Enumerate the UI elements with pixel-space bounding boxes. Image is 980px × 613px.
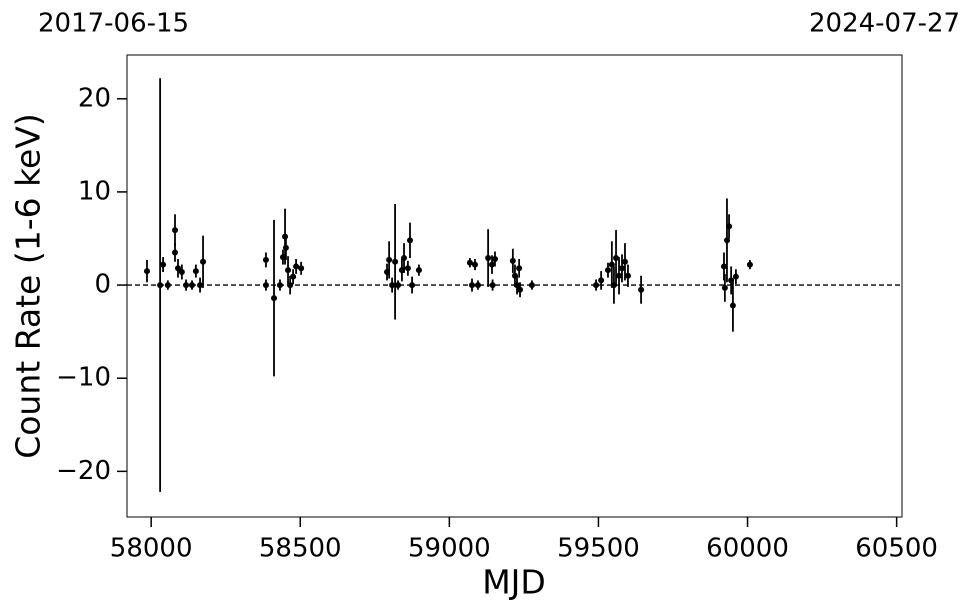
data-point <box>174 265 181 272</box>
y-tick-label: 0 <box>94 270 111 300</box>
data-point <box>485 255 492 262</box>
data-point <box>406 237 413 244</box>
data-point <box>616 272 623 279</box>
data-point <box>624 272 631 279</box>
data-point <box>746 261 753 268</box>
data-point <box>276 282 283 289</box>
data-point <box>271 295 278 302</box>
y-axis-label: Count Rate (1-6 keV) <box>9 113 48 459</box>
data-point <box>384 269 391 276</box>
data-point <box>516 265 523 272</box>
data-point <box>514 282 521 289</box>
y-tick-label: −10 <box>56 363 111 393</box>
start-date-label: 2017-06-15 <box>38 9 189 39</box>
x-tick-label: 59000 <box>408 534 491 564</box>
data-point <box>189 282 196 289</box>
y-tick-label: 10 <box>78 176 111 206</box>
data-point <box>389 282 396 289</box>
data-point <box>386 256 393 263</box>
data-point <box>197 282 204 289</box>
data-point <box>723 237 730 244</box>
data-point <box>409 282 416 289</box>
data-point <box>178 269 185 276</box>
data-point <box>604 267 611 274</box>
data-point <box>285 267 292 274</box>
data-point <box>200 258 207 265</box>
data-point <box>404 265 411 272</box>
data-point <box>172 249 179 256</box>
data-point <box>143 268 150 275</box>
y-tick-label: −20 <box>56 456 111 486</box>
x-tick-label: 58000 <box>110 534 193 564</box>
data-point <box>262 256 269 263</box>
x-tick-label: 58500 <box>259 534 342 564</box>
data-point <box>192 268 199 275</box>
data-point <box>489 282 496 289</box>
data-point <box>610 282 617 289</box>
data-point <box>395 282 402 289</box>
data-point <box>172 227 179 234</box>
data-point <box>466 259 473 266</box>
data-point <box>488 261 495 268</box>
data-point <box>491 255 498 262</box>
data-point <box>618 265 625 272</box>
data-point <box>732 273 739 280</box>
data-point <box>401 255 408 262</box>
data-point <box>638 286 645 293</box>
x-tick-label: 60000 <box>706 534 789 564</box>
data-point <box>282 244 289 251</box>
data-point <box>728 277 735 284</box>
data-point <box>415 267 422 274</box>
plot-frame <box>126 54 903 518</box>
data-point <box>392 258 399 265</box>
data-point <box>608 261 615 268</box>
data-point <box>469 282 476 289</box>
data-point <box>282 233 289 240</box>
data-point <box>290 273 297 280</box>
data-point <box>298 265 305 272</box>
data-point <box>509 257 516 264</box>
data-point <box>721 284 728 291</box>
x-tick-label: 59500 <box>557 534 640 564</box>
data-point <box>279 254 286 261</box>
data-point <box>593 282 600 289</box>
data-point <box>726 223 733 230</box>
data-point <box>720 263 727 270</box>
y-tick-label: 20 <box>78 83 111 113</box>
data-point <box>528 282 535 289</box>
x-tick-label: 60500 <box>855 534 938 564</box>
data-point <box>517 286 524 293</box>
data-point <box>287 282 294 289</box>
data-point <box>613 255 620 262</box>
data-point <box>183 282 190 289</box>
data-point <box>511 272 518 279</box>
data-point <box>621 258 628 265</box>
data-point <box>293 263 300 270</box>
x-axis-label: MJD <box>482 563 546 602</box>
end-date-label: 2024-07-27 <box>809 9 960 39</box>
data-point <box>160 261 167 268</box>
data-point <box>729 302 736 309</box>
data-point <box>262 282 269 289</box>
data-point <box>164 282 171 289</box>
data-point <box>398 267 405 274</box>
data-point <box>471 261 478 268</box>
data-point <box>598 277 605 284</box>
data-point <box>474 282 481 289</box>
data-point <box>157 282 164 289</box>
